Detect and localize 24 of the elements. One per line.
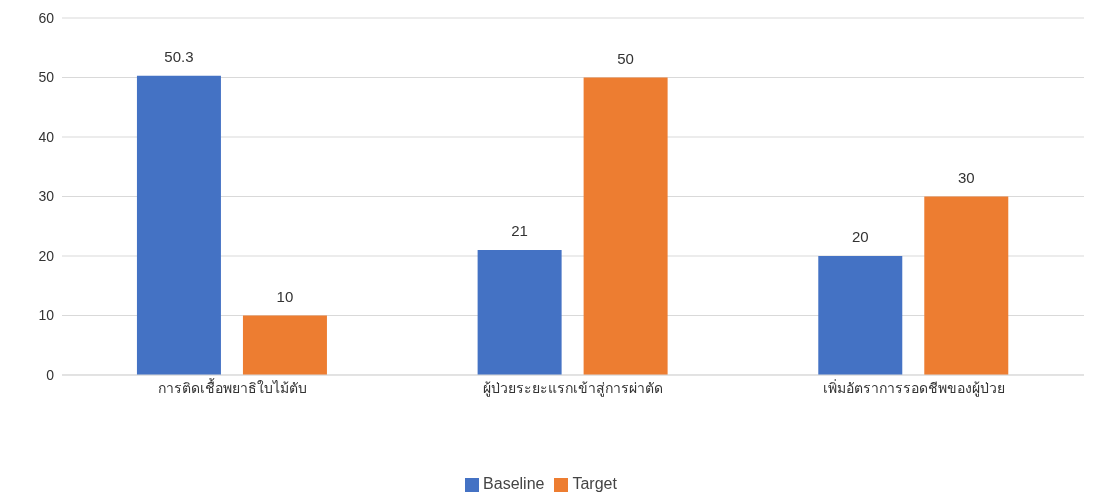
bar — [242, 315, 327, 375]
y-tick-label: 40 — [38, 128, 55, 145]
legend-label: Target — [572, 475, 617, 492]
y-tick-label: 30 — [38, 188, 55, 205]
legend-label: Baseline — [483, 475, 545, 492]
bar — [818, 256, 903, 375]
data-label: 10 — [276, 287, 294, 305]
data-label: 30 — [957, 168, 975, 186]
bar — [477, 250, 562, 375]
data-label: 20 — [851, 228, 869, 245]
data-label: 21 — [511, 222, 528, 240]
y-tick-label: 10 — [38, 307, 55, 324]
bar — [136, 75, 221, 375]
y-tick-label: 0 — [46, 366, 55, 383]
y-tick-label: 20 — [38, 247, 55, 264]
data-label: 50.3 — [164, 47, 194, 65]
y-tick-label: 50 — [38, 69, 55, 86]
x-tick-label: เพิ่มอัตราการรอดชีพของผู้ป่วย — [822, 378, 1005, 397]
bar — [583, 77, 668, 375]
data-label: 50 — [617, 49, 634, 67]
y-tick-label: 60 — [38, 9, 55, 26]
x-tick-label: ผู้ป่วยระยะแรกเข้าสู่การผ่าตัด — [483, 379, 663, 397]
bar — [924, 196, 1009, 375]
x-tick-label: การติดเชื้อพยาธิใบไม้ตับ — [157, 377, 307, 396]
